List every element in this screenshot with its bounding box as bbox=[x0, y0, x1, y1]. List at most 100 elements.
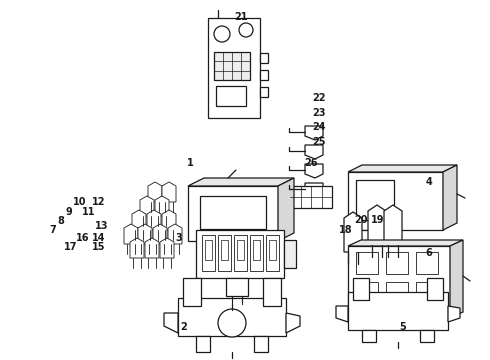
Text: 17: 17 bbox=[64, 242, 77, 252]
Polygon shape bbox=[278, 178, 294, 241]
Bar bbox=[356, 180, 394, 220]
Bar bbox=[260, 70, 268, 80]
Bar bbox=[188, 186, 278, 241]
Bar bbox=[356, 252, 378, 274]
Polygon shape bbox=[448, 306, 460, 322]
Polygon shape bbox=[160, 238, 174, 258]
Polygon shape bbox=[443, 165, 457, 230]
Polygon shape bbox=[162, 210, 176, 230]
Bar bbox=[382, 230, 396, 242]
Bar bbox=[290, 186, 332, 208]
Polygon shape bbox=[153, 224, 167, 244]
Polygon shape bbox=[286, 313, 300, 333]
Bar bbox=[263, 278, 281, 306]
Bar bbox=[386, 252, 408, 274]
Text: 8: 8 bbox=[58, 216, 65, 226]
Polygon shape bbox=[130, 238, 144, 258]
Bar bbox=[348, 292, 448, 330]
Text: 20: 20 bbox=[354, 215, 368, 225]
Bar bbox=[353, 278, 369, 300]
Text: 3: 3 bbox=[175, 233, 182, 243]
Bar bbox=[178, 298, 286, 336]
Polygon shape bbox=[138, 224, 152, 244]
Polygon shape bbox=[305, 145, 323, 159]
Bar bbox=[416, 252, 438, 274]
Polygon shape bbox=[155, 196, 169, 216]
Bar bbox=[196, 230, 284, 278]
Bar bbox=[221, 240, 228, 260]
Polygon shape bbox=[168, 224, 182, 244]
Circle shape bbox=[239, 23, 253, 37]
Bar bbox=[234, 235, 247, 271]
Bar bbox=[237, 240, 244, 260]
Polygon shape bbox=[384, 205, 402, 245]
Text: 25: 25 bbox=[313, 137, 326, 147]
Polygon shape bbox=[305, 183, 323, 197]
Bar bbox=[226, 278, 248, 296]
Polygon shape bbox=[132, 210, 146, 230]
Bar bbox=[260, 87, 268, 97]
Polygon shape bbox=[305, 164, 323, 178]
Polygon shape bbox=[145, 238, 159, 258]
Text: 11: 11 bbox=[82, 207, 96, 217]
Bar bbox=[427, 278, 443, 300]
Bar bbox=[362, 330, 376, 342]
Circle shape bbox=[218, 309, 246, 337]
Bar bbox=[360, 230, 374, 242]
Polygon shape bbox=[188, 178, 294, 186]
Bar bbox=[266, 235, 279, 271]
Polygon shape bbox=[336, 306, 348, 322]
Text: 15: 15 bbox=[92, 242, 106, 252]
Bar bbox=[218, 235, 231, 271]
Text: 26: 26 bbox=[304, 158, 318, 168]
Polygon shape bbox=[140, 196, 154, 216]
Text: 19: 19 bbox=[371, 215, 385, 225]
Bar bbox=[205, 240, 212, 260]
Text: 5: 5 bbox=[399, 322, 406, 332]
Text: 23: 23 bbox=[313, 108, 326, 118]
Bar bbox=[356, 282, 378, 304]
Text: 6: 6 bbox=[425, 248, 432, 258]
Text: 12: 12 bbox=[92, 197, 106, 207]
Polygon shape bbox=[164, 313, 178, 333]
Bar bbox=[202, 235, 215, 271]
Bar bbox=[269, 240, 276, 260]
Bar bbox=[254, 336, 268, 352]
Text: 14: 14 bbox=[92, 233, 106, 243]
Polygon shape bbox=[147, 210, 161, 230]
Bar bbox=[260, 53, 268, 63]
Text: 10: 10 bbox=[73, 197, 86, 207]
Text: 16: 16 bbox=[76, 233, 90, 243]
Text: 21: 21 bbox=[234, 12, 248, 22]
Bar bbox=[348, 246, 450, 318]
Polygon shape bbox=[348, 240, 463, 246]
Polygon shape bbox=[344, 212, 362, 252]
Bar bbox=[183, 278, 201, 306]
Polygon shape bbox=[348, 165, 457, 172]
Text: 22: 22 bbox=[313, 93, 326, 103]
Polygon shape bbox=[162, 182, 176, 202]
Bar bbox=[216, 86, 246, 106]
Bar bbox=[214, 52, 250, 80]
Polygon shape bbox=[305, 126, 323, 140]
Bar bbox=[196, 336, 210, 352]
Text: 7: 7 bbox=[49, 225, 56, 235]
Polygon shape bbox=[368, 205, 386, 245]
Bar bbox=[420, 330, 434, 342]
Text: 9: 9 bbox=[65, 207, 72, 217]
Text: 18: 18 bbox=[339, 225, 353, 235]
Bar bbox=[348, 172, 443, 230]
Bar bbox=[284, 240, 296, 268]
Bar bbox=[416, 282, 438, 304]
Polygon shape bbox=[124, 224, 138, 244]
Bar bbox=[386, 282, 408, 304]
Polygon shape bbox=[450, 240, 463, 318]
Bar bbox=[253, 240, 260, 260]
Text: 2: 2 bbox=[180, 322, 187, 332]
Bar bbox=[250, 235, 263, 271]
Text: 1: 1 bbox=[187, 158, 194, 168]
Polygon shape bbox=[148, 182, 162, 202]
Text: 4: 4 bbox=[425, 177, 432, 187]
Bar bbox=[200, 196, 266, 229]
Bar bbox=[208, 18, 260, 118]
